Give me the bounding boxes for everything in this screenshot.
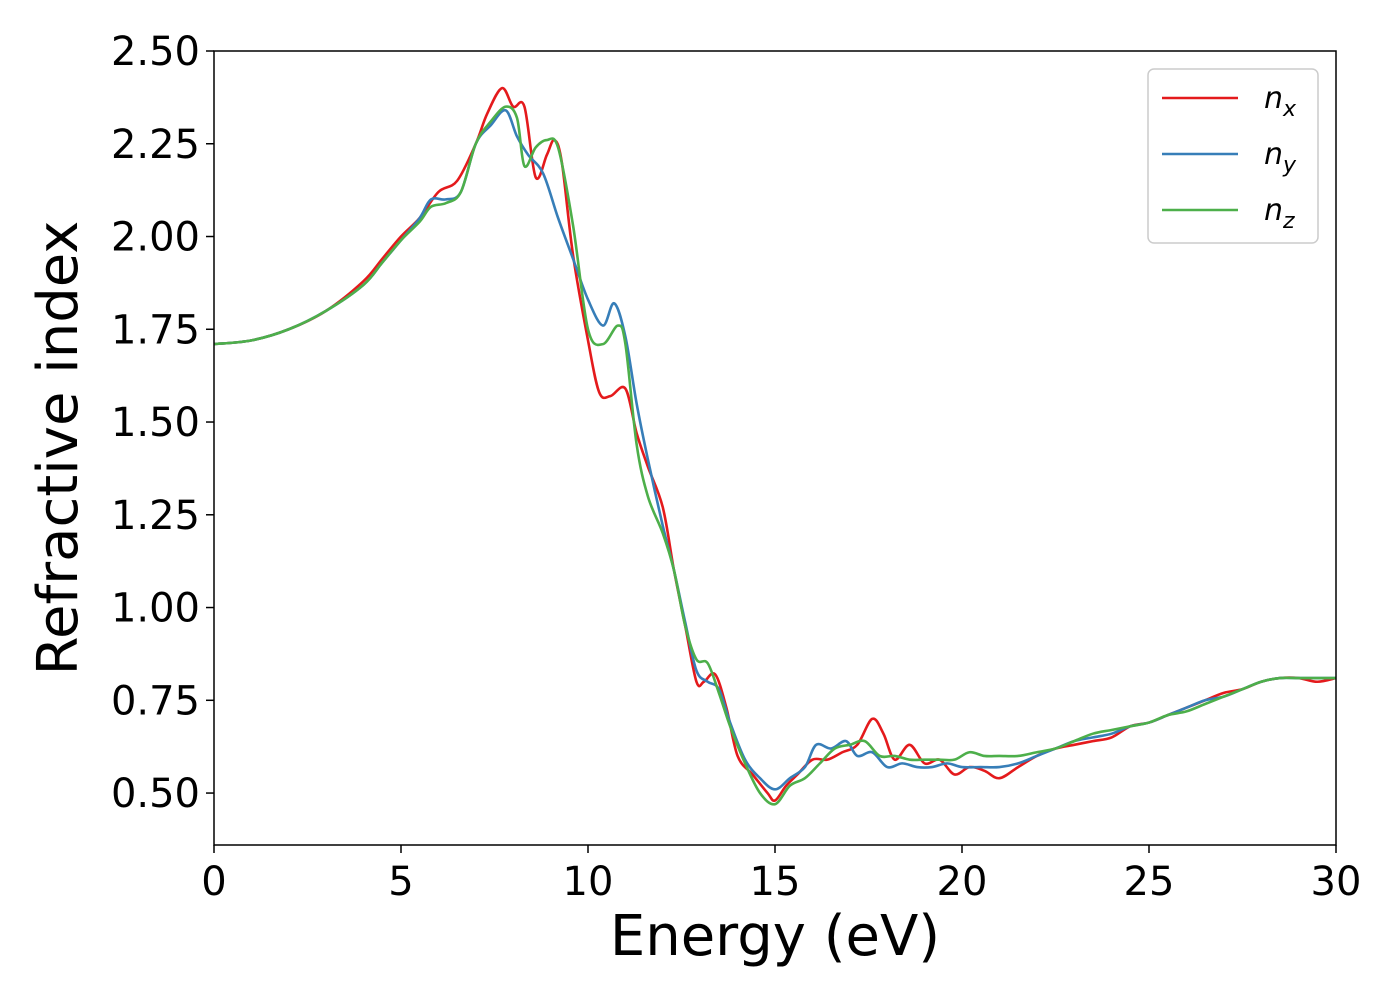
x-tick-label: 20 bbox=[937, 859, 988, 905]
x-tick-label: 25 bbox=[1124, 859, 1175, 905]
x-tick-label: 10 bbox=[563, 859, 614, 905]
y-tick-label: 0.50 bbox=[111, 771, 200, 817]
x-tick-label: 0 bbox=[201, 859, 226, 905]
y-tick-label: 1.25 bbox=[111, 493, 200, 539]
y-tick-label: 1.50 bbox=[111, 400, 200, 446]
y-tick-label: 1.75 bbox=[111, 307, 200, 353]
series-layer bbox=[213, 86, 1337, 806]
legend-label-y: ny bbox=[1264, 137, 1297, 178]
x-axis-ticks: 0 5 10 15 20 25 30 bbox=[201, 845, 1361, 905]
y-tick-label: 2.25 bbox=[111, 122, 200, 168]
legend-box bbox=[1147, 68, 1319, 244]
y-tick-label: 1.00 bbox=[111, 586, 200, 632]
y-tick-label: 2.50 bbox=[111, 29, 200, 75]
y-axis-ticks: 0.50 0.75 1.00 1.25 1.50 1.75 2.00 2.25 2.50 bbox=[111, 29, 214, 817]
series-line-x bbox=[213, 86, 1337, 802]
legend: nx ny nz bbox=[1147, 68, 1319, 244]
y-axis-title: Refractive index bbox=[26, 221, 91, 676]
x-tick-label: 5 bbox=[388, 859, 413, 905]
x-tick-label: 30 bbox=[1311, 859, 1362, 905]
x-tick-label: 15 bbox=[750, 859, 801, 905]
series-line-z bbox=[213, 105, 1336, 806]
y-tick-label: 0.75 bbox=[111, 678, 200, 724]
x-axis-title: Energy (eV) bbox=[610, 904, 940, 969]
legend-label-z: nz bbox=[1264, 193, 1295, 234]
legend-label-x: nx bbox=[1264, 81, 1297, 122]
y-tick-label: 2.00 bbox=[111, 215, 200, 261]
